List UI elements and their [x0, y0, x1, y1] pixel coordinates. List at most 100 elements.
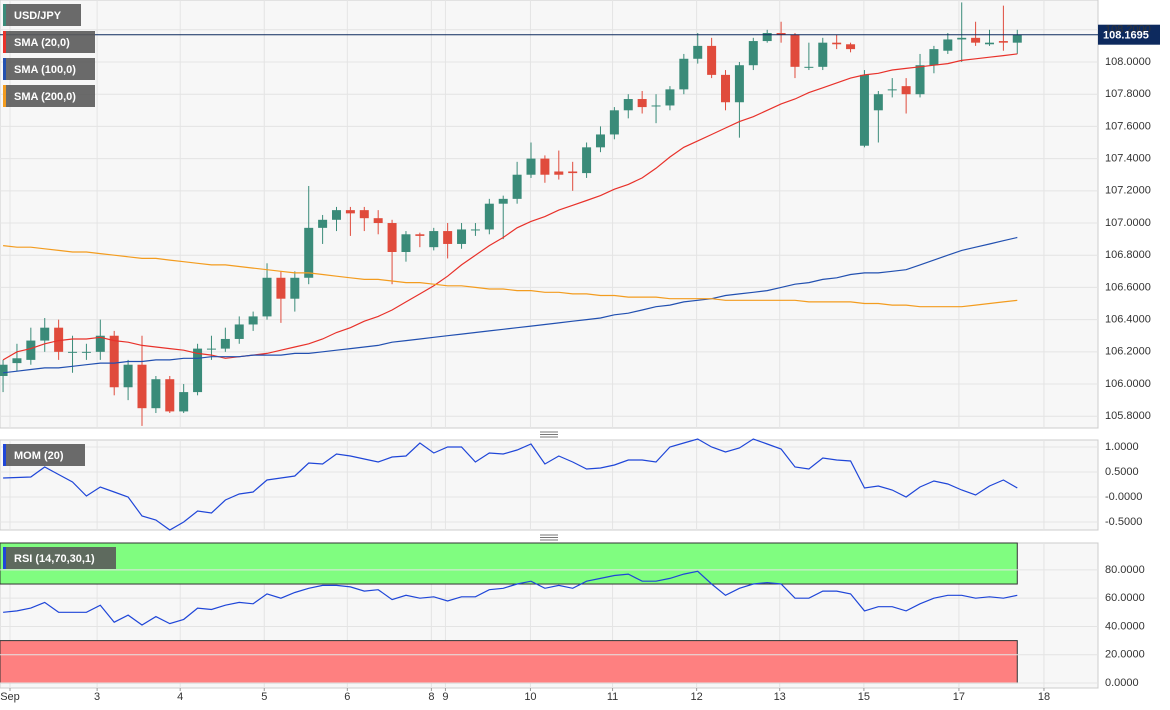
y-tick-label: 107.2000 [1105, 185, 1151, 197]
candle-body [595, 134, 605, 148]
y-tick-label: 60.0000 [1105, 592, 1145, 604]
candle-body [429, 231, 439, 248]
candle-body [387, 223, 397, 253]
candle-body [137, 364, 147, 409]
candle-body [762, 33, 772, 42]
y-tick-label: 1.0000 [1105, 441, 1139, 453]
y-tick-label: -0.0000 [1105, 491, 1142, 503]
candle-body [109, 335, 119, 388]
candle-body [776, 33, 786, 35]
y-tick-label: 20.0000 [1105, 649, 1145, 661]
x-tick-label: 11 [607, 691, 618, 703]
candle-body [637, 99, 647, 108]
candle-body [929, 49, 939, 66]
candle-body [401, 234, 411, 253]
x-tick-label: 9 [442, 691, 448, 703]
candle-body [609, 110, 619, 135]
x-tick-label: 6 [344, 691, 350, 703]
panel-layer [0, 438, 1098, 531]
candle-body [443, 231, 453, 244]
legend-swatch [3, 444, 6, 466]
x-tick-label: 13 [774, 691, 786, 703]
candle-body [748, 41, 758, 66]
y-tick-label: 40.0000 [1105, 620, 1145, 632]
candle-body [304, 227, 314, 278]
resize-handle[interactable] [540, 431, 558, 438]
y-tick-label: 106.8000 [1105, 249, 1151, 261]
y-tick-label: 106.0000 [1105, 378, 1151, 390]
legend-box [3, 444, 85, 466]
x-tick-label: 4 [177, 691, 183, 703]
candle-body [984, 42, 994, 45]
series-line [3, 438, 1018, 531]
candle-body [804, 66, 814, 68]
candle-body [318, 219, 328, 228]
y-tick-label: 107.6000 [1105, 120, 1151, 132]
panel-layer [0, 0, 1160, 428]
legend-label: SMA (200,0) [14, 91, 76, 103]
x-tick-label: Sep [0, 691, 20, 703]
x-tick-label: 17 [953, 691, 965, 703]
main-panel [0, 0, 1099, 429]
legend-label: SMA (20,0) [14, 37, 70, 49]
candle-body [887, 89, 897, 91]
legend-label: USD/JPY [14, 10, 62, 22]
candle-body [665, 89, 675, 106]
candle-body [582, 147, 592, 174]
legend-swatch [3, 547, 6, 569]
candle-body [290, 277, 300, 299]
y-tick-label: 105.8000 [1105, 410, 1151, 422]
candle-body [276, 277, 286, 299]
candle-body [693, 45, 703, 59]
legend-label: RSI (14,70,30,1) [14, 553, 95, 565]
candle-body [568, 171, 578, 174]
y-tick-label: -0.5000 [1105, 516, 1142, 528]
candle-body [234, 324, 244, 339]
candle-body [345, 210, 355, 214]
candle-body [81, 351, 91, 353]
legend-label: MOM (20) [14, 450, 64, 462]
candle-body [248, 316, 258, 325]
legend-swatch [3, 4, 6, 26]
candle-body [721, 74, 731, 103]
resize-handle[interactable] [540, 534, 558, 541]
candle-body [165, 379, 175, 412]
y-tick-label: 80.0000 [1105, 564, 1145, 576]
candle-body [943, 39, 953, 51]
x-tick-label: 5 [261, 691, 267, 703]
candle-body [971, 37, 981, 43]
candle-body [957, 37, 967, 40]
legend-box [3, 31, 95, 53]
candle-body [123, 364, 133, 388]
zone-band [0, 542, 1018, 585]
series-line [3, 570, 1018, 626]
candle-body [0, 364, 8, 376]
candle-body [359, 210, 369, 219]
candle-body [12, 358, 22, 364]
candle-body [498, 198, 508, 204]
candle-body [1012, 34, 1022, 43]
mom-panel [0, 439, 1099, 531]
candle-body [68, 351, 78, 353]
y-tick-label: 0.0000 [1105, 677, 1139, 689]
series-line [3, 236, 1018, 374]
legend-label: SMA (100,0) [14, 64, 76, 76]
candle-body [512, 174, 522, 199]
candle-body [901, 86, 911, 95]
candle-body [554, 171, 564, 175]
candle-body [40, 327, 50, 341]
candle-body [832, 42, 842, 45]
legend-box [3, 85, 95, 107]
last-price-label: 108.1695 [1103, 30, 1149, 42]
candle-body [373, 218, 383, 224]
x-tick-label: 10 [524, 691, 536, 703]
candle-body [859, 74, 869, 146]
y-tick-label: 0.5000 [1105, 466, 1139, 478]
series-line [2, 53, 1018, 361]
legend-swatch [3, 85, 6, 107]
x-tick-label: 3 [94, 691, 100, 703]
legend-box [3, 58, 95, 80]
y-tick-label: 106.6000 [1105, 281, 1151, 293]
candle-body [998, 41, 1008, 43]
